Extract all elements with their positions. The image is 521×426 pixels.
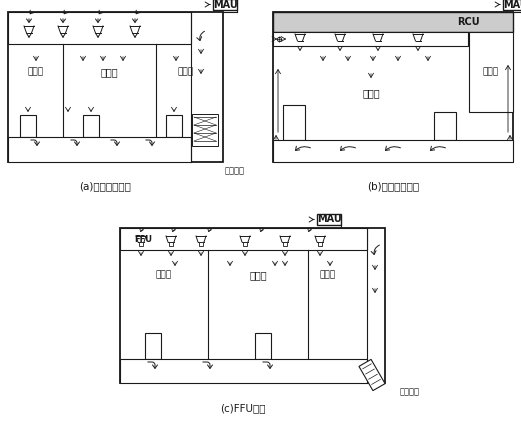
Bar xyxy=(8,12,191,44)
Bar xyxy=(434,112,456,140)
Bar xyxy=(145,333,161,359)
Bar xyxy=(283,242,287,246)
Bar xyxy=(469,32,513,112)
Text: 维修区: 维修区 xyxy=(320,271,336,279)
Bar xyxy=(20,115,36,137)
Text: (c)FFU系统: (c)FFU系统 xyxy=(220,403,265,413)
Text: RCU: RCU xyxy=(457,17,479,27)
Bar xyxy=(317,214,341,225)
Bar xyxy=(243,242,247,246)
Bar xyxy=(273,12,513,162)
Bar xyxy=(318,242,322,246)
Bar xyxy=(199,242,203,246)
Bar xyxy=(166,115,182,137)
Bar xyxy=(213,0,237,10)
Text: 操作区: 操作区 xyxy=(362,88,380,98)
Bar xyxy=(283,105,305,140)
Bar xyxy=(273,12,513,32)
Bar xyxy=(359,360,385,391)
Text: (b)隙道送风系统: (b)隙道送风系统 xyxy=(367,181,419,191)
Text: 干表冷器: 干表冷器 xyxy=(225,166,245,175)
Bar xyxy=(8,12,223,162)
Bar xyxy=(8,137,191,162)
Bar xyxy=(192,114,218,146)
Bar xyxy=(83,115,99,137)
Bar xyxy=(120,359,367,383)
Text: MAU: MAU xyxy=(503,0,521,9)
Bar xyxy=(503,0,521,10)
Text: 维修区: 维修区 xyxy=(483,67,499,77)
Text: (a)集中送风系统: (a)集中送风系统 xyxy=(80,181,131,191)
Text: 维修区: 维修区 xyxy=(178,67,194,77)
Bar xyxy=(273,32,468,46)
Text: 维修区: 维修区 xyxy=(156,271,172,279)
Text: 操作区: 操作区 xyxy=(249,270,267,280)
Text: 干表冷器: 干表冷器 xyxy=(400,387,420,396)
Bar xyxy=(139,242,143,246)
Bar xyxy=(120,228,367,250)
Bar xyxy=(273,140,513,162)
Text: MAU: MAU xyxy=(213,0,238,9)
Text: 操作区: 操作区 xyxy=(100,67,118,77)
Bar xyxy=(169,242,173,246)
Text: FFU: FFU xyxy=(134,236,152,245)
Bar xyxy=(120,228,385,383)
Bar xyxy=(255,333,271,359)
Text: MAU: MAU xyxy=(317,215,341,225)
Text: 维修区: 维修区 xyxy=(28,67,44,77)
